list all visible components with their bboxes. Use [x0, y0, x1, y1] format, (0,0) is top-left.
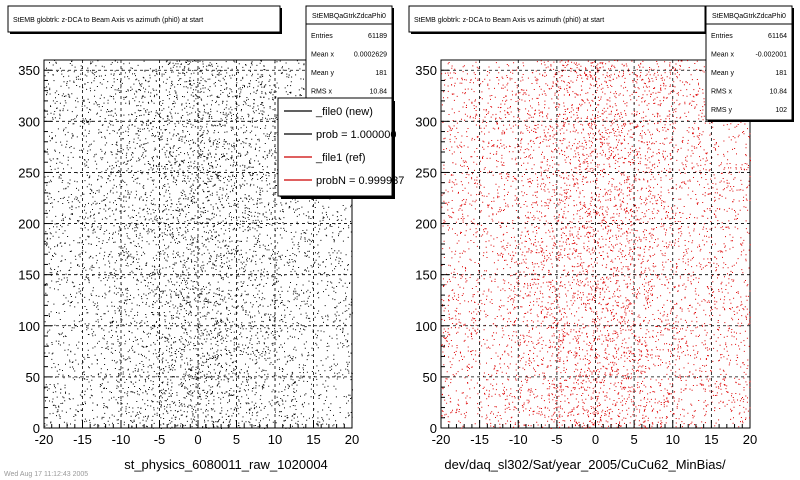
x-tick-label: 0	[194, 432, 201, 447]
x-tick-label: -15	[73, 432, 92, 447]
y-tick-label: 250	[18, 165, 40, 180]
x-tick-label: 5	[233, 432, 240, 447]
y-tick-label: 200	[415, 217, 437, 232]
footer-timestamp: Wed Aug 17 11:12:43 2005	[4, 471, 88, 478]
stats-value: 0.0002629	[354, 52, 387, 59]
stats-label: Mean y	[711, 70, 734, 77]
stats-value: 102	[775, 107, 787, 114]
x-tick-label: 15	[306, 432, 320, 447]
x-tick-label: 5	[631, 432, 638, 447]
x-tick-label: -20	[432, 432, 451, 447]
scatter-points	[44, 60, 353, 429]
stats-box	[305, 5, 393, 111]
legend: _file0 (new) prob = 1.000000 _file1 (ref) p…	[277, 97, 404, 199]
x-tick-label: 10	[268, 432, 282, 447]
chart-panel-1: -20 -15 -10 -5 0 5 10 15 20050100150200250300350…	[7, 5, 404, 472]
x-tick-label: 10	[666, 432, 680, 447]
chart-title: StEMB globtrk: z-DCA to Beam Axis vs azi…	[414, 17, 604, 24]
stats-value: 181	[375, 70, 387, 77]
x-tick-label: -10	[509, 432, 528, 447]
x-tick-label: 15	[704, 432, 718, 447]
y-tick-label: 150	[415, 268, 437, 283]
y-tick-label: 0	[430, 421, 437, 436]
y-tick-label: 50	[423, 370, 437, 385]
stats-label: RMS x	[711, 89, 733, 96]
y-tick-label: 250	[415, 165, 437, 180]
y-tick-label: 150	[18, 268, 40, 283]
legend-entry: probN = 0.999937	[316, 175, 404, 187]
y-tick-label: 200	[18, 217, 40, 232]
stats-name: StEMBQaGtrkZdcaPhi0	[312, 13, 386, 20]
stats-value: 181	[775, 70, 787, 77]
file-caption: st_physics_6080011_raw_1020004	[124, 457, 328, 472]
y-tick-label: 50	[26, 370, 40, 385]
stats-value: 61189	[368, 33, 387, 40]
stats-name: StEMBQaGtrkZdcaPhi0	[712, 13, 786, 20]
scatter-marks	[44, 60, 353, 429]
stats-value: -0.002001	[755, 52, 787, 59]
stats-value: 10.84	[769, 89, 787, 96]
title-box	[408, 5, 706, 33]
stats-value: 61164	[768, 33, 787, 40]
stats-label: Entries	[311, 33, 333, 40]
stats-label: Entries	[711, 33, 733, 40]
legend-entry: _file0 (new)	[315, 106, 373, 118]
stats-label: RMS x	[311, 89, 333, 96]
stats-label: RMS y	[711, 107, 733, 114]
y-tick-label: 100	[18, 319, 40, 334]
file-caption: dev/daq_sl302/Sat/year_2005/CuCu62_MinBi…	[444, 457, 726, 472]
y-tick-label: 0	[33, 421, 40, 436]
x-tick-label: 0	[592, 432, 599, 447]
stats-label: Mean y	[311, 70, 334, 77]
stats-label: Mean x	[711, 52, 734, 59]
stats-label: Mean x	[311, 52, 334, 59]
title-box	[7, 5, 281, 33]
x-tick-label: -15	[470, 432, 489, 447]
x-tick-label: -5	[551, 432, 563, 447]
stats-box	[705, 5, 793, 121]
y-tick-label: 300	[18, 114, 40, 129]
stats-value: 10.84	[369, 89, 387, 96]
y-tick-label: 100	[415, 319, 437, 334]
legend-entry: _file1 (ref)	[315, 152, 366, 164]
x-tick-label: 20	[743, 432, 757, 447]
x-tick-label: -5	[154, 432, 166, 447]
x-tick-label: 20	[345, 432, 359, 447]
chart-title: StEMB globtrk: z-DCA to Beam Axis vs azi…	[13, 17, 203, 24]
legend-entry: prob = 1.000000	[316, 129, 396, 141]
y-tick-label: 350	[18, 63, 40, 78]
chart-panel-2: -20 -15 -10 -5 0 5 10 15 20050100150200250300350…	[408, 5, 794, 472]
y-tick-label: 350	[415, 63, 437, 78]
x-tick-label: -10	[112, 432, 131, 447]
x-tick-label: -20	[35, 432, 54, 447]
y-tick-label: 300	[415, 114, 437, 129]
